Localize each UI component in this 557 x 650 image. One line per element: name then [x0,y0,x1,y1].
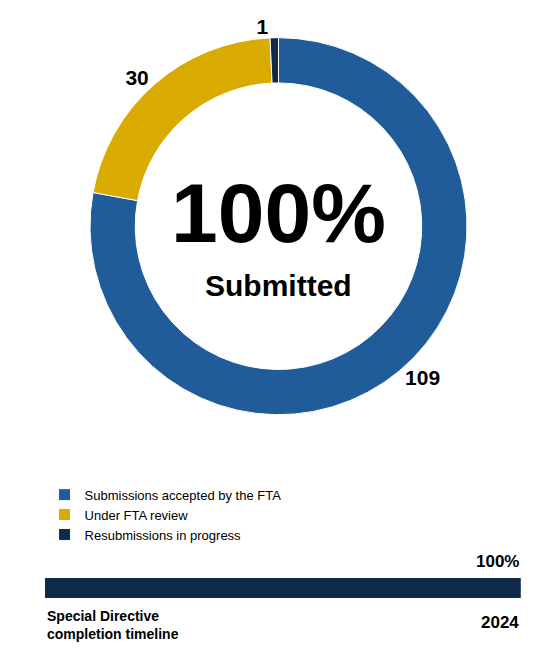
svg-text:100%: 100% [171,166,386,260]
svg-text:1: 1 [257,15,269,38]
svg-text:Special Directivecompletion ti: Special Directivecompletion timeline [47,608,179,642]
svg-text:Submissions accepted by the FT: Submissions accepted by the FTA [85,488,282,503]
svg-text:30: 30 [125,66,148,89]
svg-text:Resubmissions in progress: Resubmissions in progress [85,528,242,543]
svg-text:Submitted: Submitted [205,269,352,302]
svg-text:109: 109 [405,366,440,389]
svg-text:2024: 2024 [481,613,519,632]
svg-text:100%: 100% [476,552,519,571]
svg-text:Under FTA review: Under FTA review [85,508,189,523]
